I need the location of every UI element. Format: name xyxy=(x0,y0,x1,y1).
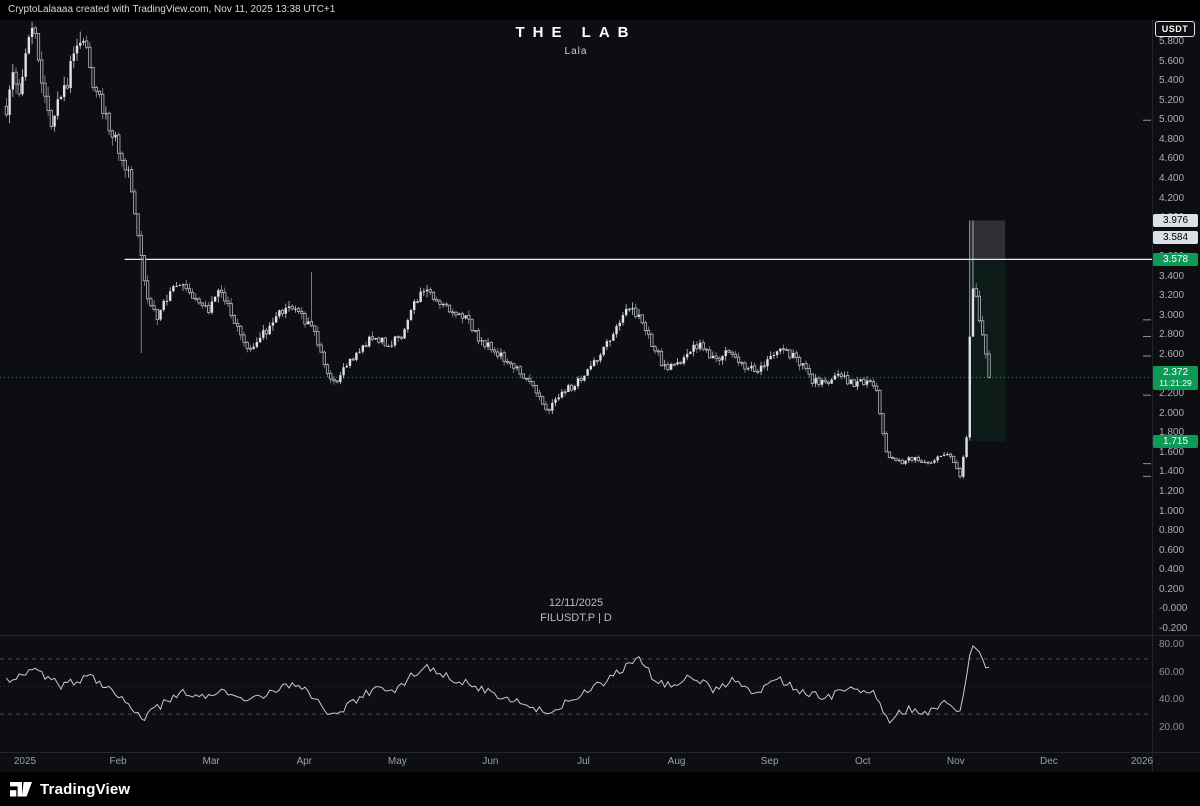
price-scale-label: 0.800 xyxy=(1159,525,1185,537)
price-badge-1.715: 1.715 xyxy=(1153,435,1198,449)
price-scale-label: 3.000 xyxy=(1159,309,1185,321)
price-scale-label: 2.000 xyxy=(1159,407,1185,419)
price-scale-label: 3.200 xyxy=(1159,290,1185,302)
chart-symbol: FILUSDT.P | D xyxy=(540,612,612,624)
footer-bar: TradingView xyxy=(0,772,1200,806)
price-scale-label: -0.000 xyxy=(1159,603,1188,615)
time-axis[interactable]: 2025 Feb Mar Apr May Jun Jul Aug Sep Oct Nov Dec 202… xyxy=(0,752,1154,772)
time-axis-label: Feb xyxy=(109,756,127,767)
price-scale-label: 4.800 xyxy=(1159,133,1185,145)
indicator-scale-label: 80.00 xyxy=(1159,639,1185,650)
price-scale-label: 1.800 xyxy=(1159,427,1185,439)
watermark-title: THE LAB xyxy=(515,24,637,41)
price-scale-label: 2.600 xyxy=(1159,349,1185,361)
price-badge-3.976: 3.976 xyxy=(1153,213,1198,227)
attribution-bar: CryptoLalaaaa created with TradingView.c… xyxy=(0,0,1200,20)
price-scale-label: 5.400 xyxy=(1159,75,1185,87)
price-scale-label: 5.000 xyxy=(1159,114,1185,126)
indicator-scale-label: 60.00 xyxy=(1159,666,1185,678)
time-axis-label: 2026 xyxy=(1130,756,1154,767)
time-axis-label: Mar xyxy=(202,756,220,767)
price-scale-label: 2.200 xyxy=(1159,388,1185,400)
price-scale-label: 0.600 xyxy=(1159,544,1185,556)
price-badge-3.584: 3.584 xyxy=(1153,231,1198,245)
time-axis-label: Jul xyxy=(577,756,590,767)
time-axis-label: Apr xyxy=(296,756,313,767)
price-scale-label: 5.800 xyxy=(1159,36,1185,47)
time-axis-label: Jun xyxy=(482,756,499,767)
time-axis-label: Aug xyxy=(667,756,686,767)
tradingview-logo-icon[interactable] xyxy=(10,781,32,797)
time-axis-label: Dec xyxy=(1039,756,1058,767)
price-badge-3.578: 3.578 xyxy=(1153,252,1198,266)
price-scale-label: 1.000 xyxy=(1159,505,1185,517)
chart-identity: 12/11/2025 FILUSDT.P | D xyxy=(0,597,1152,624)
time-axis-label: Oct xyxy=(854,756,871,767)
price-scale-label: 4.200 xyxy=(1159,192,1185,204)
price-scale-label: 5.200 xyxy=(1159,94,1185,106)
price-badge-2.372: 2.372 11:21:29 xyxy=(1153,366,1198,391)
price-scale-label: 3.400 xyxy=(1159,270,1185,282)
tradingview-brand-text[interactable]: TradingView xyxy=(40,780,131,798)
time-axis-label: May xyxy=(387,756,407,767)
attribution-text: CryptoLalaaaa created with TradingView.c… xyxy=(8,4,336,15)
time-axis-label: Sep xyxy=(760,756,779,767)
price-scale-label: 0.200 xyxy=(1159,583,1185,595)
indicator-scale-label: 20.00 xyxy=(1159,721,1185,733)
price-scale-label: 2.800 xyxy=(1159,329,1185,341)
price-scale-label: 1.600 xyxy=(1159,446,1185,458)
watermark: THE LAB Lala xyxy=(0,24,1152,57)
price-scale-label: 5.600 xyxy=(1159,55,1185,67)
price-scale-label: 1.200 xyxy=(1159,486,1185,498)
time-axis-label: Nov xyxy=(946,756,965,767)
price-scale-label: 0.400 xyxy=(1159,564,1185,576)
chart-date: 12/11/2025 xyxy=(548,597,604,609)
price-scale-label: -0.200 xyxy=(1159,622,1188,634)
price-unit-badge: USDT xyxy=(1155,21,1195,37)
price-scale[interactable]: USDT 5.800 5.600 5.400 5.200 5.000 4.800 4.600… xyxy=(1152,0,1200,772)
indicator-scale-label: 40.00 xyxy=(1159,694,1185,706)
price-scale-label: 4.400 xyxy=(1159,172,1185,184)
price-scale-label: 1.400 xyxy=(1159,466,1185,478)
time-axis-label: 2025 xyxy=(13,756,37,767)
price-scale-label: 4.600 xyxy=(1159,153,1185,165)
watermark-subtitle: Lala xyxy=(564,46,588,57)
